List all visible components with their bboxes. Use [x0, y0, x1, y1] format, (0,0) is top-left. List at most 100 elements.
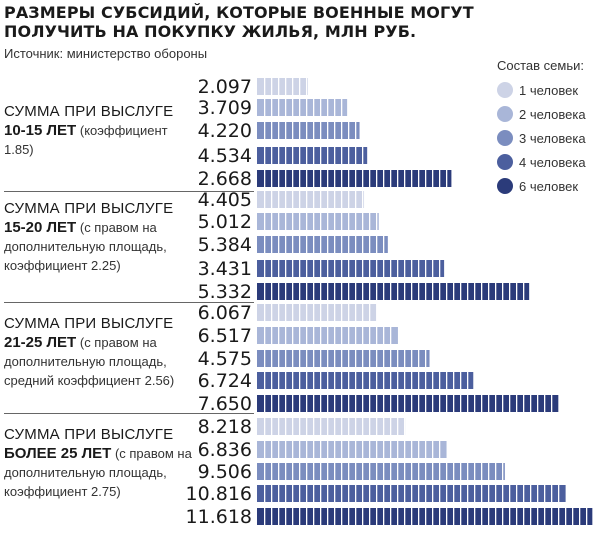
bar-segment-separator	[313, 213, 315, 230]
bar-segment-separator	[495, 508, 497, 525]
bar-segment-separator	[285, 213, 287, 230]
bar-segment-separator	[362, 395, 364, 412]
bar-segment-separator	[432, 485, 434, 502]
bar-value-label: 3.709	[198, 97, 252, 119]
bar-segment-separator	[271, 236, 273, 253]
bar-segment-separator	[348, 350, 350, 367]
bar-segment-separator	[439, 508, 441, 525]
bar-segment-separator	[313, 441, 315, 458]
group-note: (коэффициент 1.85)	[4, 123, 168, 157]
bar-segment-separator	[271, 78, 273, 95]
bar-segment-separator	[397, 395, 399, 412]
bar	[257, 304, 377, 321]
bar-segment-separator	[334, 395, 336, 412]
bar-segment-separator	[299, 441, 301, 458]
bar-segment-separator	[348, 304, 350, 321]
bar-segment-separator	[327, 395, 329, 412]
bar-value-label: 6.724	[198, 370, 252, 392]
bar-segment-separator	[264, 99, 266, 116]
group-heading: СУММА ПРИ ВЫСЛУГЕ	[4, 200, 174, 217]
bar-segment-separator	[278, 441, 280, 458]
bar-segment-separator	[376, 260, 378, 277]
bar-segment-separator	[376, 350, 378, 367]
bar-segment-separator	[425, 372, 427, 389]
bar-segment-separator	[341, 372, 343, 389]
bar-segment-separator	[474, 485, 476, 502]
bar-segment-separator	[376, 327, 378, 344]
bar-segment-separator	[390, 170, 392, 187]
bar-segment-separator	[432, 260, 434, 277]
bar-segment-separator	[397, 508, 399, 525]
bar-segment-separator	[537, 508, 539, 525]
bar-segment-separator	[285, 485, 287, 502]
bar-segment-separator	[320, 236, 322, 253]
bar-segment-separator	[271, 508, 273, 525]
bar-segment-separator	[348, 122, 350, 139]
source-note: Источник: министерство обороны	[4, 46, 208, 61]
bar-segment-separator	[453, 283, 455, 300]
bar-segment-separator	[432, 170, 434, 187]
bar-segment-separator	[348, 485, 350, 502]
bar-segment-separator	[327, 350, 329, 367]
bar-segment-separator	[446, 463, 448, 480]
bar-segment-separator	[404, 350, 406, 367]
bar-segment-separator	[299, 372, 301, 389]
bar-segment-separator	[320, 170, 322, 187]
bar-segment-separator	[425, 260, 427, 277]
bar-segment-separator	[299, 213, 301, 230]
bar-segment-separator	[439, 441, 441, 458]
bar-segment-separator	[411, 441, 413, 458]
bar-segment-separator	[369, 236, 371, 253]
bar-segment-separator	[306, 170, 308, 187]
legend-swatch-3	[497, 130, 513, 146]
bar-segment-separator	[481, 485, 483, 502]
bar-segment-separator	[439, 283, 441, 300]
bar-segment-separator	[341, 418, 343, 435]
bar-segment-separator	[453, 508, 455, 525]
bar-segment-separator	[376, 236, 378, 253]
bar-segment-separator	[341, 147, 343, 164]
bar-segment-separator	[334, 418, 336, 435]
bar-segment-separator	[383, 463, 385, 480]
bar-segment-separator	[327, 463, 329, 480]
legend-swatch-1	[497, 82, 513, 98]
bar-segment-separator	[292, 236, 294, 253]
bar-segment-separator	[299, 170, 301, 187]
bar-segment-separator	[299, 78, 301, 95]
bar-segment-separator	[460, 508, 462, 525]
bar-segment-separator	[313, 236, 315, 253]
bar-segment-separator	[530, 485, 532, 502]
bar-segment-separator	[278, 99, 280, 116]
bar-segment-separator	[292, 99, 294, 116]
bar-segment-separator	[334, 213, 336, 230]
bar-value-label: 4.405	[198, 189, 252, 211]
bar-segment-separator	[292, 147, 294, 164]
bar-segment-separator	[299, 99, 301, 116]
bar-segment-separator	[432, 463, 434, 480]
bar-segment-separator	[355, 441, 357, 458]
bar	[257, 213, 379, 230]
bar-segment-separator	[474, 463, 476, 480]
bar-segment-separator	[264, 372, 266, 389]
bar-segment-separator	[271, 485, 273, 502]
bar-segment-separator	[369, 463, 371, 480]
bar-segment-separator	[390, 260, 392, 277]
bar-segment-separator	[341, 236, 343, 253]
bar-segment-separator	[467, 463, 469, 480]
bar-segment-separator	[369, 260, 371, 277]
bar-segment-separator	[271, 418, 273, 435]
bar-segment-separator	[292, 260, 294, 277]
bar-segment-separator	[285, 99, 287, 116]
bar-segment-separator	[460, 463, 462, 480]
bar-segment-separator	[327, 418, 329, 435]
bar	[257, 170, 452, 187]
bar-segment-separator	[299, 191, 301, 208]
bar-segment-separator	[369, 350, 371, 367]
group-note: (с правом на дополнительную площадь, коэ…	[4, 446, 192, 499]
bar-segment-separator	[348, 236, 350, 253]
bar-segment-separator	[278, 260, 280, 277]
bar-segment-separator	[278, 304, 280, 321]
bar-segment-separator	[299, 418, 301, 435]
bar-segment-separator	[313, 327, 315, 344]
